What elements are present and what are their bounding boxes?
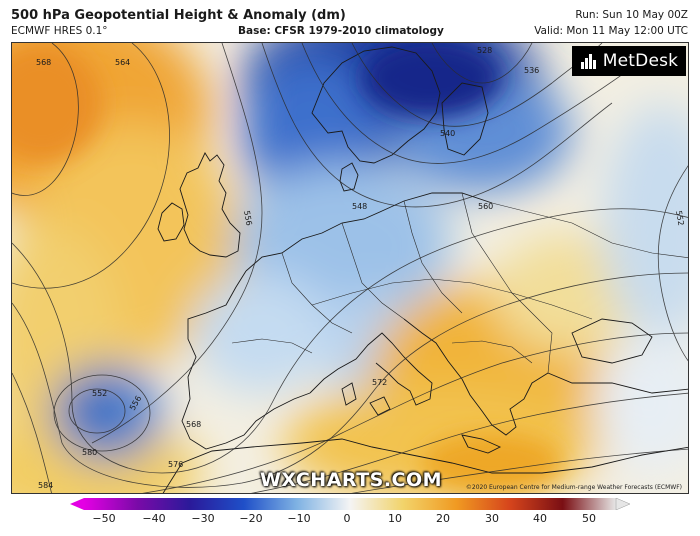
colorbar-tick: −20: [239, 512, 263, 525]
colorbar-tick: −50: [92, 512, 116, 525]
colorbar-tick: 10: [388, 512, 402, 525]
contour-label: 564: [115, 58, 130, 67]
contour-label: 568: [186, 420, 201, 429]
contour-label: 556: [242, 210, 254, 227]
colorbar-tick: 50: [582, 512, 596, 525]
colorbar-max-arrow: [615, 498, 630, 510]
chart-title: 500 hPa Geopotential Height & Anomaly (d…: [11, 8, 346, 23]
contour-label: 548: [352, 202, 367, 211]
metdesk-logo-icon: [580, 54, 596, 69]
colorbar-gradient: [84, 498, 616, 510]
contour-label: 560: [478, 202, 493, 211]
colorbar-tick: 40: [533, 512, 547, 525]
map-svg: 568 564 556 548 540 536 528 560 552 552 …: [12, 43, 688, 493]
contour-label: 552: [674, 210, 686, 227]
anomaly-colorbar: [70, 498, 630, 510]
contour-label: 540: [440, 129, 455, 138]
anomaly-map: 568 564 556 548 540 536 528 560 552 552 …: [11, 42, 689, 494]
contour-label: 572: [372, 378, 387, 387]
anomaly-shading: [12, 43, 688, 493]
colorbar-tick: −40: [142, 512, 166, 525]
contour-label: 576: [168, 460, 183, 469]
valid-time-label: Valid: Mon 11 May 12:00 UTC: [534, 25, 688, 37]
contour-label: 536: [524, 66, 539, 75]
colorbar-tick: 20: [436, 512, 450, 525]
height-contours: [12, 43, 688, 493]
contour-label: 528: [477, 46, 492, 55]
metdesk-logo: MetDesk: [572, 46, 686, 76]
colorbar-tick-labels: −50 −40 −30 −20 −10 0 10 20 30 40 50: [0, 512, 700, 528]
chart-header: 500 hPa Geopotential Height & Anomaly (d…: [0, 0, 700, 44]
colorbar-tick: −30: [191, 512, 215, 525]
metdesk-logo-text: MetDesk: [602, 51, 679, 71]
contour-label: 568: [36, 58, 51, 67]
colorbar-tick: 0: [343, 512, 351, 525]
model-label: ECMWF HRES 0.1°: [11, 25, 108, 37]
climatology-base-label: Base: CFSR 1979-2010 climatology: [238, 25, 444, 37]
colorbar-tick: 30: [485, 512, 499, 525]
coastlines: [157, 46, 688, 493]
ecmwf-copyright: ©2020 European Centre for Medium-range W…: [465, 484, 682, 491]
colorbar-min-arrow: [70, 498, 84, 510]
contour-label: 552: [92, 389, 107, 398]
contour-label: 584: [38, 481, 53, 490]
run-time-label: Run: Sun 10 May 00Z: [575, 9, 688, 21]
contour-label: 580: [82, 448, 97, 457]
colorbar-tick: −10: [287, 512, 311, 525]
